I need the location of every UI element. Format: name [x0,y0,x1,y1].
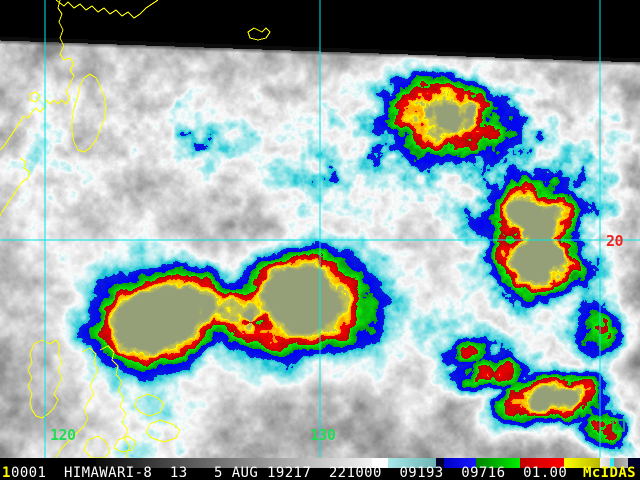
colorbar-segment-7 [520,458,564,468]
ir-enhancement-colorbar [0,458,640,468]
satellite-image-canvas[interactable] [0,0,640,458]
colorbar-segment-3 [388,458,436,468]
colorbar-segment-10 [610,458,614,468]
colorbar-segment-6 [476,458,520,468]
colorbar-segment-5 [444,458,476,468]
status-bar-frame-prefix: 1 [2,465,11,480]
colorbar-segment-11 [614,458,628,468]
colorbar-segment-8 [564,458,600,468]
colorbar-segment-2 [372,458,388,468]
colorbar-segment-9 [600,458,610,468]
colorbar-segment-1 [96,458,372,468]
status-bar-text: 0001 HIMAWARI-8 13 5 AUG 19217 221000 09… [11,465,568,480]
colorbar-segment-4 [436,458,444,468]
mcidas-brand-label: McIDAS [583,465,636,480]
colorbar-segment-12 [628,458,640,468]
status-bar: 1 0001 HIMAWARI-8 13 5 AUG 19217 221000 … [0,458,640,480]
colorbar-segment-0 [0,458,96,468]
